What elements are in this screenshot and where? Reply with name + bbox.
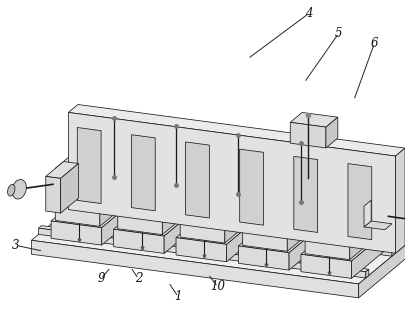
- Polygon shape: [334, 192, 378, 226]
- Text: 3: 3: [12, 239, 20, 252]
- Polygon shape: [290, 122, 326, 148]
- Polygon shape: [118, 149, 196, 183]
- Polygon shape: [186, 142, 209, 218]
- Polygon shape: [271, 177, 323, 189]
- Polygon shape: [164, 206, 200, 254]
- Polygon shape: [305, 202, 350, 260]
- Polygon shape: [162, 155, 196, 235]
- Polygon shape: [51, 221, 102, 245]
- Polygon shape: [61, 163, 79, 213]
- Polygon shape: [100, 147, 133, 226]
- Polygon shape: [239, 216, 325, 253]
- Text: 10: 10: [210, 280, 225, 293]
- Polygon shape: [102, 198, 138, 245]
- Text: 1: 1: [175, 290, 182, 303]
- Polygon shape: [55, 168, 100, 226]
- Polygon shape: [209, 175, 254, 209]
- Polygon shape: [176, 208, 262, 244]
- Polygon shape: [326, 117, 338, 148]
- Text: 9: 9: [97, 272, 105, 285]
- Polygon shape: [114, 229, 164, 254]
- Polygon shape: [227, 214, 262, 262]
- Polygon shape: [31, 201, 406, 284]
- Polygon shape: [39, 228, 366, 278]
- Text: 5: 5: [335, 27, 343, 40]
- Polygon shape: [65, 204, 395, 250]
- Polygon shape: [366, 269, 369, 278]
- Polygon shape: [364, 221, 392, 230]
- Polygon shape: [84, 158, 129, 192]
- Text: 2: 2: [135, 272, 142, 285]
- Polygon shape: [289, 223, 325, 270]
- Polygon shape: [243, 193, 287, 251]
- Polygon shape: [271, 183, 316, 217]
- Polygon shape: [131, 135, 155, 211]
- Polygon shape: [350, 180, 383, 260]
- Ellipse shape: [12, 179, 26, 199]
- Ellipse shape: [8, 185, 15, 196]
- Polygon shape: [396, 148, 405, 253]
- Polygon shape: [378, 192, 385, 226]
- Polygon shape: [129, 158, 136, 192]
- Polygon shape: [55, 141, 133, 174]
- Polygon shape: [176, 238, 227, 262]
- Polygon shape: [254, 175, 260, 209]
- Polygon shape: [301, 225, 387, 261]
- Polygon shape: [392, 247, 395, 256]
- Polygon shape: [352, 231, 387, 279]
- Polygon shape: [180, 157, 258, 191]
- Polygon shape: [84, 152, 136, 164]
- Polygon shape: [301, 254, 352, 279]
- Polygon shape: [359, 244, 406, 298]
- Polygon shape: [46, 176, 61, 213]
- Polygon shape: [114, 200, 200, 236]
- Text: 6: 6: [371, 36, 378, 49]
- Polygon shape: [290, 112, 338, 127]
- Polygon shape: [225, 163, 258, 243]
- Polygon shape: [334, 186, 385, 198]
- Polygon shape: [180, 185, 225, 243]
- Polygon shape: [65, 206, 392, 256]
- Polygon shape: [68, 112, 396, 253]
- Polygon shape: [239, 246, 289, 270]
- Polygon shape: [31, 240, 359, 298]
- Polygon shape: [209, 169, 260, 181]
- Polygon shape: [364, 200, 371, 227]
- Polygon shape: [191, 167, 198, 201]
- Polygon shape: [316, 183, 323, 217]
- Text: 4: 4: [305, 7, 313, 20]
- Polygon shape: [146, 167, 191, 201]
- Polygon shape: [51, 191, 138, 228]
- Polygon shape: [118, 177, 162, 235]
- Polygon shape: [287, 172, 321, 251]
- Polygon shape: [46, 162, 79, 178]
- Polygon shape: [146, 161, 198, 173]
- Polygon shape: [305, 174, 383, 208]
- Polygon shape: [348, 163, 372, 240]
- Polygon shape: [240, 149, 263, 225]
- Polygon shape: [294, 156, 317, 232]
- Polygon shape: [243, 165, 321, 199]
- Polygon shape: [39, 226, 369, 272]
- Polygon shape: [68, 105, 405, 156]
- Polygon shape: [77, 127, 101, 203]
